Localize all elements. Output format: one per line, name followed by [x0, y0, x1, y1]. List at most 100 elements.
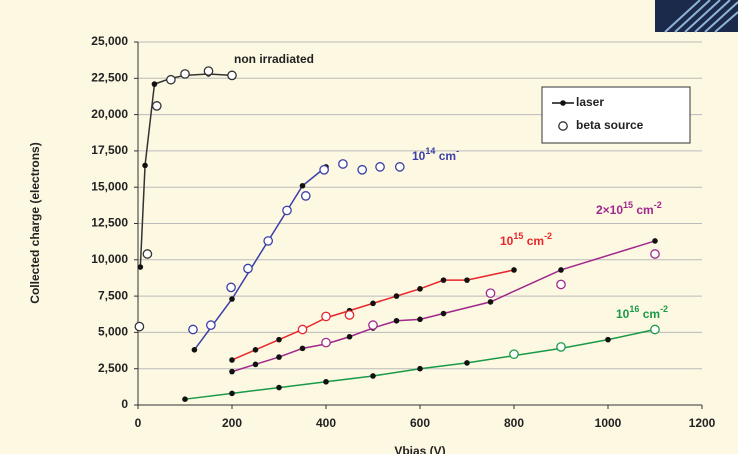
unit-sup: -: [456, 146, 459, 156]
laser-point: [394, 293, 400, 299]
y-tick-label: 25,000: [91, 34, 128, 48]
laser-point: [253, 347, 259, 353]
laser-point: [276, 354, 282, 360]
laser-point: [417, 366, 423, 372]
beta-point: [298, 325, 306, 333]
beta-point: [651, 250, 659, 258]
y-tick-label: 15,000: [91, 179, 128, 193]
laser-point: [300, 346, 306, 352]
laser-point: [142, 163, 148, 169]
laser-line: [232, 241, 655, 372]
beta-point: [167, 76, 175, 84]
beta-point: [143, 250, 151, 258]
beta-point: [557, 280, 565, 288]
label-text: 10: [500, 234, 514, 248]
beta-point: [510, 350, 518, 358]
label-text: 2×10: [596, 203, 623, 217]
laser-point: [652, 238, 658, 244]
unit-sup: -2: [654, 200, 662, 210]
sup: 14: [425, 146, 435, 156]
laser-point: [511, 267, 517, 273]
laser-point: [558, 267, 564, 273]
beta-point: [339, 160, 347, 168]
laser-point: [253, 362, 259, 368]
unit: cm: [435, 149, 456, 163]
x-tick-label: 400: [316, 416, 336, 430]
beta-point: [358, 166, 366, 174]
label-text: non irradiated: [234, 52, 314, 66]
unit: cm: [639, 307, 660, 321]
legend-box: [542, 87, 690, 143]
beta-point: [181, 70, 189, 78]
series-label: non irradiated: [234, 52, 314, 66]
laser-point: [441, 311, 447, 317]
laser-point: [229, 369, 235, 375]
label-text: 10: [616, 307, 630, 321]
laser-point: [229, 391, 235, 397]
series-label: 1015 cm-2: [500, 231, 552, 248]
legend: laser beta source: [542, 87, 690, 143]
laser-point: [417, 286, 423, 292]
chart: Collected charge (electrons) Vbias (V) 0…: [0, 0, 738, 454]
laser-point: [138, 264, 144, 270]
laser-point: [229, 296, 235, 302]
y-tick-label: 7,500: [98, 288, 128, 302]
beta-point: [320, 166, 328, 174]
y-tick-label: 17,500: [91, 143, 128, 157]
beta-point: [557, 343, 565, 351]
label-text: 10: [412, 149, 426, 163]
series-label: 2×1015 cm-2: [596, 200, 662, 217]
x-tick-label: 1000: [595, 416, 622, 430]
legend-label: beta source: [576, 118, 644, 132]
beta-point: [228, 71, 236, 79]
laser-point: [605, 337, 611, 343]
beta-point: [227, 283, 235, 291]
y-tick-label: 10,000: [91, 252, 128, 266]
beta-point: [135, 322, 143, 330]
legend-label: laser: [576, 95, 604, 109]
beta-point: [302, 192, 310, 200]
y-tick-label: 20,000: [91, 107, 128, 121]
beta-point: [153, 102, 161, 110]
corner-photo: [655, 0, 738, 32]
unit: cm: [523, 234, 544, 248]
beta-point: [244, 264, 252, 272]
laser-point: [192, 347, 198, 353]
x-tick-label: 800: [504, 416, 524, 430]
y-tick-label: 22,500: [91, 70, 128, 84]
laser-point: [152, 81, 158, 87]
beta-point: [283, 206, 291, 214]
beta-point: [204, 67, 212, 75]
laser-point: [229, 357, 235, 363]
laser-point: [347, 334, 353, 340]
beta-point: [651, 325, 659, 333]
laser-point: [394, 318, 400, 324]
beta-point: [264, 237, 272, 245]
beta-point: [189, 325, 197, 333]
x-tick-label: 600: [410, 416, 430, 430]
laser-point: [464, 277, 470, 283]
beta-point: [207, 321, 215, 329]
laser-point: [417, 317, 423, 323]
unit: cm: [633, 203, 654, 217]
laser-point: [441, 277, 447, 283]
beta-point: [369, 321, 377, 329]
x-tick-label: 200: [222, 416, 242, 430]
legend-beta-dot: [559, 122, 567, 130]
laser-point: [182, 396, 188, 402]
laser-point: [370, 301, 376, 307]
laser-point: [276, 337, 282, 343]
x-tick-label: 1200: [689, 416, 716, 430]
beta-point: [322, 312, 330, 320]
unit-sup: -2: [660, 304, 668, 314]
beta-point: [486, 289, 494, 297]
laser-point: [300, 183, 306, 189]
beta-point: [345, 311, 353, 319]
laser-point: [464, 360, 470, 366]
laser-line: [232, 270, 514, 360]
laser-point: [323, 379, 329, 385]
laser-point: [488, 299, 494, 305]
laser-point: [276, 385, 282, 391]
y-axis-title: Collected charge (electrons): [28, 142, 42, 303]
laser-point: [370, 373, 376, 379]
